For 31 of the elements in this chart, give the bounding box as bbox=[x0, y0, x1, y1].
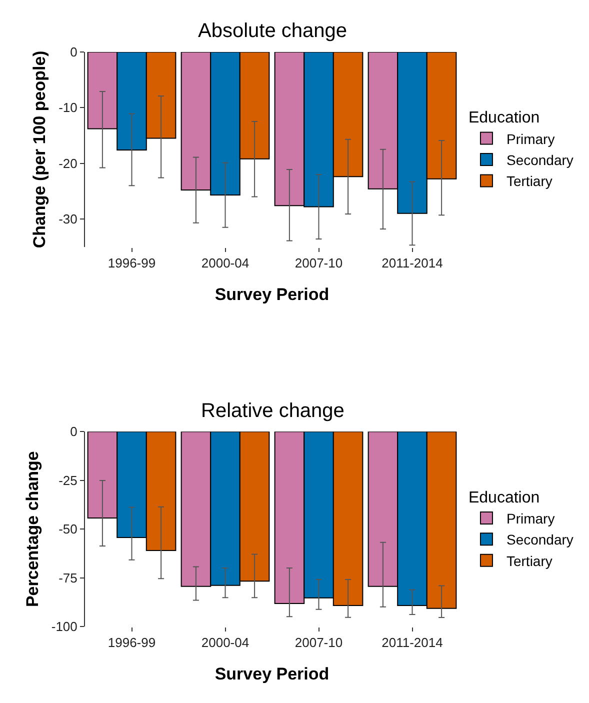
legend-label: Tertiary bbox=[506, 173, 552, 190]
x-tick-label: 2000-04 bbox=[201, 635, 250, 650]
y-tick-label: -50 bbox=[58, 522, 78, 537]
legend-label: Secondary bbox=[506, 152, 574, 168]
y-tick-label: -75 bbox=[58, 570, 78, 586]
x-axis-title: Survey Period bbox=[214, 664, 330, 684]
y-tick-label: 0 bbox=[70, 424, 78, 440]
y-tick-label: 0 bbox=[70, 44, 78, 60]
y-tick-label: -30 bbox=[58, 212, 78, 227]
y-axis-title: Percentage change bbox=[22, 451, 42, 608]
x-tick-label: 2007-10 bbox=[294, 255, 343, 270]
x-tick-label: 2011-2014 bbox=[382, 255, 443, 270]
chart-title: Absolute change bbox=[198, 20, 348, 42]
chart-title: Relative change bbox=[201, 400, 344, 422]
legend-title: Education bbox=[468, 110, 540, 127]
x-tick-label: 2000-04 bbox=[201, 255, 250, 270]
x-tick-label: 2007-10 bbox=[294, 635, 343, 650]
y-tick-label: -20 bbox=[58, 156, 78, 171]
x-tick-label: 2011-2014 bbox=[382, 635, 443, 650]
y-axis-title: Change (per 100 people) bbox=[30, 50, 50, 248]
y-tick-label: -10 bbox=[58, 100, 78, 116]
legend-label: Primary bbox=[506, 130, 555, 147]
x-tick-label: 1996-99 bbox=[108, 255, 156, 270]
x-tick-label: 1996-99 bbox=[108, 635, 156, 650]
y-tick-label: -100 bbox=[51, 619, 78, 634]
legend-title: Education bbox=[468, 489, 540, 506]
x-axis-title: Survey Period bbox=[214, 284, 330, 304]
legend-label: Tertiary bbox=[506, 552, 552, 569]
y-tick-label: -25 bbox=[58, 472, 78, 488]
legend-label: Primary bbox=[506, 510, 555, 526]
legend-label: Secondary bbox=[506, 532, 574, 548]
